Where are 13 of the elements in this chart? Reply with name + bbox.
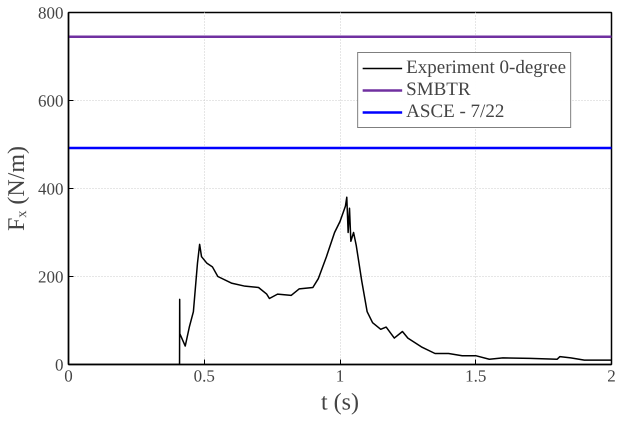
x-tick-label: 1 (336, 366, 344, 386)
legend-label: Experiment 0-degree (406, 57, 566, 79)
y-tick-label: 600 (38, 92, 64, 110)
y-axis-title: Fₓ (N/m) (4, 146, 30, 231)
y-tick-label: 400 (38, 180, 64, 198)
y-tick-label: 200 (38, 268, 64, 286)
legend-label: ASCE - 7/22 (406, 101, 504, 123)
x-tick-label: 1.5 (465, 366, 486, 386)
x-tick-label: 0.5 (194, 366, 215, 386)
x-axis-title: t (s) (321, 390, 360, 416)
legend-label: SMBTR (406, 79, 471, 101)
x-tick-label: 2 (607, 366, 616, 386)
y-tick-label: 800 (38, 4, 64, 22)
